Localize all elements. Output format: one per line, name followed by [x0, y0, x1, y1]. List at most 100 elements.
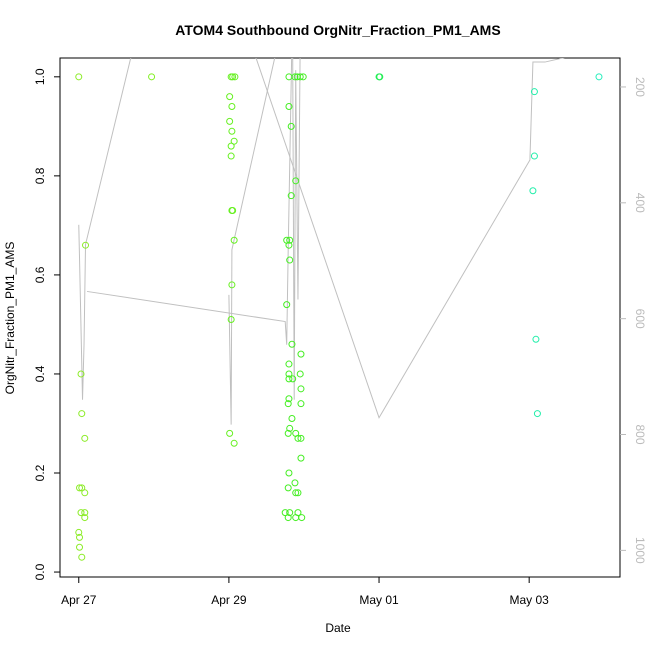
point	[284, 400, 292, 408]
point	[294, 434, 302, 442]
point	[292, 514, 300, 522]
x-tick-label: Apr 29	[211, 593, 247, 607]
point	[78, 410, 86, 418]
point	[76, 533, 84, 541]
x-tick-label: May 01	[359, 593, 399, 607]
line-series	[78, 58, 132, 400]
point	[288, 340, 296, 348]
point	[297, 434, 305, 442]
y-tick-label: 0.8	[33, 167, 47, 184]
point	[230, 137, 238, 145]
point	[286, 236, 294, 244]
point	[284, 484, 292, 492]
point	[76, 543, 84, 551]
point	[285, 370, 293, 378]
point	[298, 514, 306, 522]
point	[285, 469, 293, 477]
point	[75, 73, 83, 81]
point	[283, 301, 291, 309]
point	[81, 489, 89, 497]
line-series	[228, 58, 276, 425]
point	[530, 88, 538, 96]
point	[229, 73, 237, 81]
point	[294, 489, 302, 497]
x-axis-label: Date	[325, 621, 351, 635]
point	[229, 207, 237, 215]
y-tick-label: 0.4	[33, 365, 47, 382]
line-series	[292, 58, 301, 400]
point	[288, 415, 296, 423]
point	[226, 117, 234, 125]
y2-tick-label: 1000	[633, 537, 647, 564]
point	[285, 375, 293, 383]
point	[82, 241, 90, 249]
point	[530, 152, 538, 160]
y2-tick-label: 600	[633, 309, 647, 329]
point	[230, 439, 238, 447]
point	[228, 281, 236, 289]
point	[285, 241, 293, 249]
point	[77, 509, 85, 517]
point	[533, 410, 541, 418]
point	[297, 400, 305, 408]
point	[285, 103, 293, 111]
point	[287, 192, 295, 200]
y-tick-label: 0.2	[33, 464, 47, 481]
chart-title: ATOM4 Southbound OrgNitr_Fraction_PM1_AM…	[175, 22, 500, 38]
point	[227, 152, 235, 160]
point	[291, 479, 299, 487]
point	[230, 236, 238, 244]
point	[81, 514, 89, 522]
line-series	[86, 58, 293, 345]
y2-tick-label: 200	[633, 77, 647, 97]
point	[231, 73, 239, 81]
y-tick-label: 1.0	[33, 68, 47, 85]
point	[226, 429, 234, 437]
point	[297, 454, 305, 462]
point	[77, 370, 85, 378]
point	[228, 127, 236, 135]
plot-frame	[59, 57, 621, 578]
point	[376, 73, 384, 81]
point	[226, 93, 234, 101]
point	[227, 315, 235, 323]
plot-area	[78, 58, 565, 425]
y-tick-label: 0.6	[33, 266, 47, 283]
point	[297, 385, 305, 393]
point	[595, 73, 603, 81]
point	[76, 484, 84, 492]
point	[285, 360, 293, 368]
point	[299, 73, 307, 81]
point	[291, 73, 299, 81]
point	[284, 429, 292, 437]
point	[81, 434, 89, 442]
point	[292, 177, 300, 185]
point	[148, 73, 156, 81]
y-tick-label: 0.0	[33, 563, 47, 580]
line-series	[255, 58, 565, 419]
y-axis-label: OrgNitr_Fraction_PM1_AMS	[3, 242, 17, 395]
x-tick-label: Apr 27	[61, 593, 97, 607]
point	[228, 103, 236, 111]
point	[227, 142, 235, 150]
point	[285, 395, 293, 403]
point	[297, 350, 305, 358]
point	[284, 514, 292, 522]
point	[281, 509, 289, 517]
point	[296, 73, 304, 81]
point	[286, 424, 294, 432]
point	[78, 484, 86, 492]
point	[532, 335, 540, 343]
point	[292, 489, 300, 497]
point	[289, 375, 297, 383]
point	[81, 509, 89, 517]
point	[287, 122, 295, 130]
x-tick-label: May 03	[509, 593, 549, 607]
point	[296, 370, 304, 378]
point	[78, 553, 86, 561]
y2-tick-label: 400	[633, 193, 647, 213]
y2-tick-label: 800	[633, 424, 647, 444]
point	[529, 187, 537, 195]
point	[286, 256, 294, 264]
